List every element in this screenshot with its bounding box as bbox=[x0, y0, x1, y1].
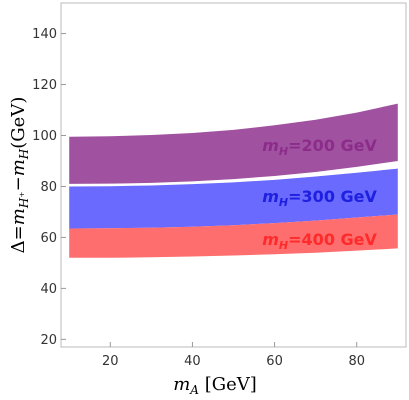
x-tick-label: 20 bbox=[102, 354, 119, 369]
band-label-0: mH=200 GeV bbox=[262, 136, 377, 158]
x-tick-label: 80 bbox=[348, 354, 365, 369]
y-tick-label: 60 bbox=[40, 231, 57, 246]
band-area-1 bbox=[69, 168, 398, 229]
band-label-2: mH=400 GeV bbox=[262, 230, 377, 252]
y-tick-label: 20 bbox=[40, 333, 57, 348]
band-label-1: mH=300 GeV bbox=[262, 187, 377, 209]
x-tick-label: 60 bbox=[266, 354, 283, 369]
bands-layer bbox=[69, 103, 398, 258]
band-area-2 bbox=[69, 214, 398, 258]
band-labels-layer: mH=200 GeV mH=300 GeV mH=400 GeV bbox=[262, 136, 377, 252]
x-axis-title: mA [GeV] bbox=[173, 374, 257, 397]
y-tick-label: 100 bbox=[32, 129, 57, 144]
y-tick-label: 80 bbox=[40, 180, 57, 195]
y-tick-label: 120 bbox=[32, 78, 57, 93]
ticks-layer: 20 40 60 80 20 40 60 80 100 120 140 bbox=[32, 27, 365, 369]
band-area-0 bbox=[69, 103, 398, 184]
y-axis-title: Δ=mH⁺−mH(GeV) bbox=[8, 97, 31, 254]
y-tick-label: 140 bbox=[32, 27, 57, 42]
plot-frame bbox=[60, 2, 407, 348]
x-tick-label: 40 bbox=[184, 354, 201, 369]
y-tick-label: 40 bbox=[40, 282, 57, 297]
